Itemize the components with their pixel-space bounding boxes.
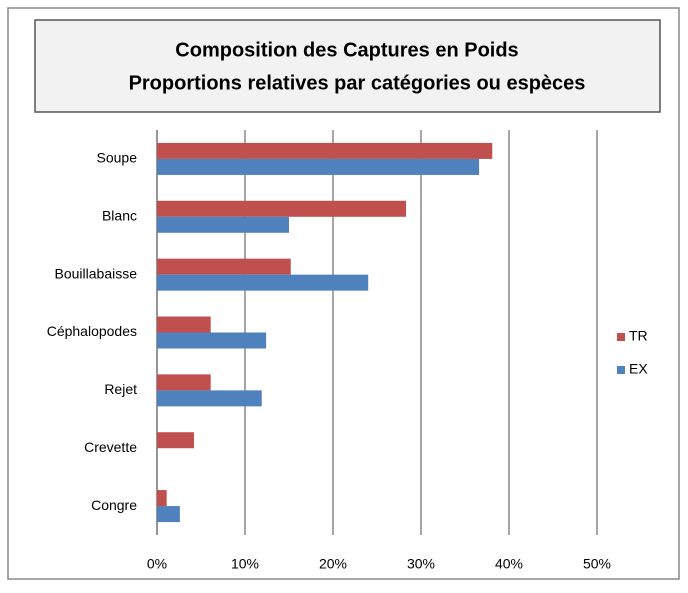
x-tick-label: 10%	[231, 556, 259, 572]
bar	[157, 142, 493, 159]
y-tick-label: Rejet	[104, 381, 137, 397]
x-tick-label: 50%	[583, 556, 611, 572]
bar	[157, 506, 180, 523]
chart-title: Composition des Captures en Poids	[175, 39, 518, 61]
bar	[157, 274, 369, 291]
y-tick-label: Céphalopodes	[47, 323, 137, 339]
legend-swatch	[617, 366, 625, 374]
x-tick-label: 30%	[407, 556, 435, 572]
y-tick-label: Crevette	[84, 439, 137, 455]
y-tick-label: Blanc	[102, 207, 137, 223]
bar	[157, 216, 289, 233]
legend-label: TR	[629, 328, 648, 344]
bar	[157, 158, 480, 175]
bar	[157, 390, 262, 407]
bar	[157, 316, 211, 333]
x-tick-label: 20%	[319, 556, 347, 572]
x-tick-label: 40%	[495, 556, 523, 572]
legend-label: EX	[629, 361, 648, 377]
bar	[157, 490, 167, 507]
y-tick-label: Soupe	[97, 150, 138, 166]
title-box	[34, 19, 661, 113]
bar	[157, 374, 211, 391]
y-tick-label: Congre	[91, 497, 137, 513]
bar	[157, 332, 267, 349]
y-tick-label: Bouillabaisse	[55, 265, 138, 281]
bar	[157, 200, 407, 217]
x-tick-label: 0%	[147, 556, 167, 572]
chart-subtitle: Proportions relatives par catégories ou …	[129, 72, 586, 94]
bar	[157, 432, 194, 449]
legend-swatch	[617, 333, 625, 341]
bar	[157, 258, 291, 275]
